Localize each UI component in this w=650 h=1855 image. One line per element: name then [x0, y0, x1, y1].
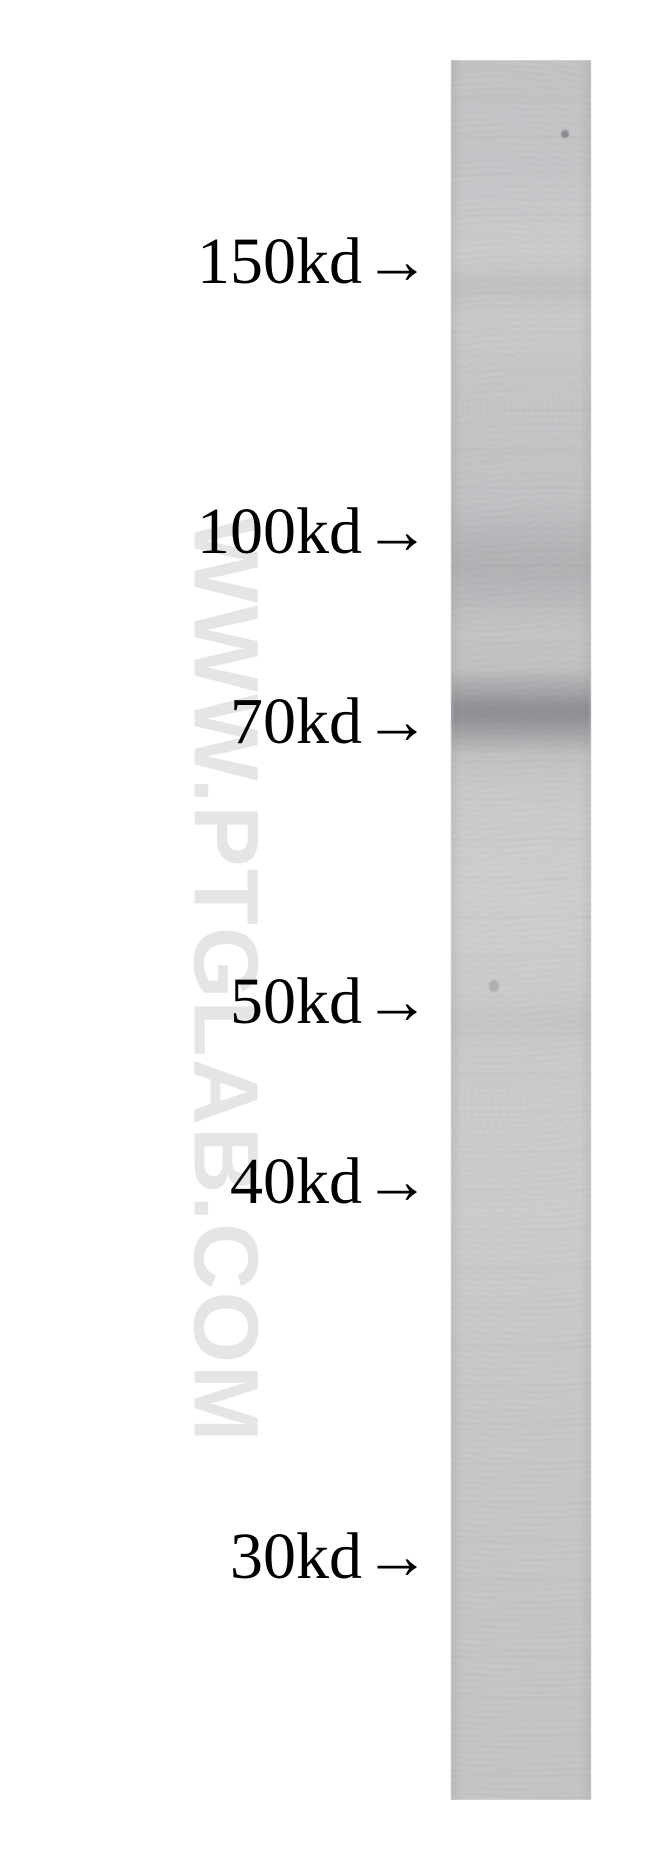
mw-marker-40kd: 40kd→ — [230, 1144, 430, 1220]
mw-marker-150kd: 150kd→ — [197, 224, 430, 300]
arrow-icon: → — [364, 1519, 430, 1595]
arrow-icon: → — [364, 494, 430, 570]
mw-marker-label: 50kd — [230, 964, 362, 1040]
arrow-icon: → — [364, 964, 430, 1040]
arrow-icon: → — [364, 684, 430, 760]
mw-marker-100kd: 100kd→ — [197, 494, 430, 570]
mw-marker-label: 30kd — [230, 1519, 362, 1595]
blot-lane — [450, 60, 592, 1800]
mw-marker-label: 40kd — [230, 1144, 362, 1220]
mw-marker-50kd: 50kd→ — [230, 964, 430, 1040]
arrow-icon: → — [364, 224, 430, 300]
mw-marker-30kd: 30kd→ — [230, 1519, 430, 1595]
arrow-icon: → — [364, 1144, 430, 1220]
mw-marker-70kd: 70kd→ — [230, 684, 430, 760]
mw-marker-label: 70kd — [230, 684, 362, 760]
mw-marker-label: 150kd — [197, 224, 362, 300]
mw-marker-label: 100kd — [197, 494, 362, 570]
blot-lane-background — [451, 60, 591, 1800]
figure-canvas: 150kd→ 100kd→ 70kd→ 50kd→ 40kd→ 30kd→ WW… — [0, 0, 650, 1855]
